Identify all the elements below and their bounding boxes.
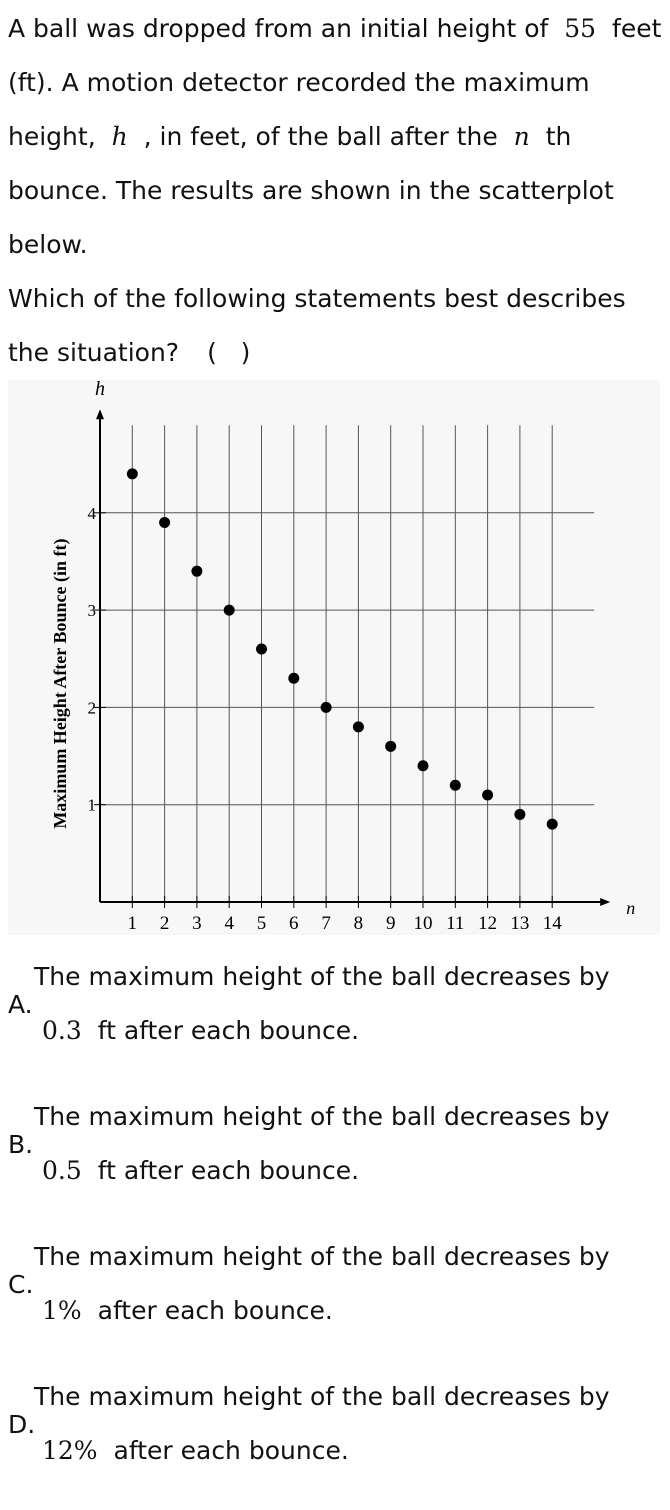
text: The maximum height of the ball decreases… [34, 1242, 610, 1271]
y-axis-label: h [95, 380, 105, 400]
point [546, 818, 558, 830]
point [514, 808, 526, 820]
option: D. The maximum height of the ball decreas… [8, 1370, 664, 1478]
x-tick-label: 8 [354, 913, 364, 934]
x-tick-label: 12 [478, 913, 497, 934]
option-text: The maximum height of the ball decreases… [34, 1090, 610, 1198]
y-tick-label: 4 [88, 504, 97, 523]
text: The maximum height of the ball decreases… [34, 1382, 610, 1411]
math: n [513, 122, 530, 151]
point [126, 468, 138, 480]
option: A. The maximum height of the ball decreas… [8, 950, 664, 1058]
point [256, 643, 267, 655]
point [223, 604, 235, 616]
x-tick-label: 5 [257, 913, 267, 934]
text: after each bounce. [89, 1296, 333, 1325]
question: A ball was dropped from an initial heigh… [8, 2, 664, 380]
arrow [96, 409, 104, 420]
x-tick-label: 4 [224, 913, 234, 934]
x-tick-label: 7 [321, 913, 331, 934]
text: after each bounce. [105, 1436, 349, 1465]
option-label: D. [8, 1409, 36, 1439]
line: 12% after each bounce. [34, 1424, 610, 1478]
point [320, 701, 332, 713]
text: The maximum height of the ball decreases… [34, 962, 610, 991]
y-tick-label: 3 [88, 601, 97, 620]
text: The maximum height of the ball decreases… [34, 1102, 610, 1131]
x-tick-label: 3 [192, 913, 202, 934]
math: 1% [42, 1296, 82, 1325]
x-tick-label: 11 [446, 913, 464, 934]
math: 0.3 [42, 1016, 82, 1045]
text: ft after each bounce. [89, 1016, 360, 1045]
math: 12% [42, 1436, 98, 1465]
option-text: The maximum height of the ball decreases… [34, 1230, 610, 1338]
x-tick-label: 6 [289, 913, 299, 934]
y-axis-title: Maximum Height After Bounce (in ft) [50, 539, 71, 829]
blank: ( ) [207, 338, 251, 367]
line: 0.3 ft after each bounce. [34, 1004, 610, 1058]
x-tick-label: 10 [414, 913, 433, 934]
point [417, 760, 429, 772]
point [288, 672, 300, 684]
point [449, 779, 461, 791]
line: 1% after each bounce. [34, 1284, 610, 1338]
x-tick-label: 14 [543, 913, 563, 934]
point [159, 517, 171, 529]
text: ft after each bounce. [89, 1156, 360, 1185]
x-tick-label: 1 [128, 913, 138, 934]
option-text: The maximum height of the ball decreases… [34, 1370, 610, 1478]
x-tick-label: 9 [386, 913, 396, 934]
text: feet (ft). A motion detector recorded th… [8, 14, 662, 151]
option-label: C. [8, 1269, 34, 1299]
point [385, 740, 397, 752]
option-label: B. [8, 1129, 34, 1159]
point [352, 721, 364, 733]
option-label: A. [8, 989, 33, 1019]
x-axis-label: n [626, 898, 635, 918]
options: A. The maximum height of the ball decreas… [8, 950, 664, 1510]
math: 55 [564, 14, 597, 43]
point [482, 789, 494, 801]
math: 0.5 [42, 1156, 82, 1185]
x-tick-label: 2 [160, 913, 170, 934]
option: B. The maximum height of the ball decreas… [8, 1090, 664, 1198]
math: h [111, 122, 128, 151]
y-tick-label: 1 [88, 796, 97, 815]
line: 0.5 ft after each bounce. [34, 1144, 610, 1198]
prompt: Which of the following statements best d… [8, 284, 626, 367]
y-tick-label: 2 [88, 698, 97, 717]
arrow [600, 898, 611, 906]
option-text: The maximum height of the ball decreases… [34, 950, 610, 1058]
text: A ball was dropped from an initial heigh… [8, 14, 557, 43]
point [191, 565, 203, 577]
x-tick-label: 13 [510, 913, 529, 934]
text: th bounce. The results are shown in the … [8, 122, 614, 259]
option: C. The maximum height of the ball decreas… [8, 1230, 664, 1338]
text: , in feet, of the ball after the [135, 122, 506, 151]
